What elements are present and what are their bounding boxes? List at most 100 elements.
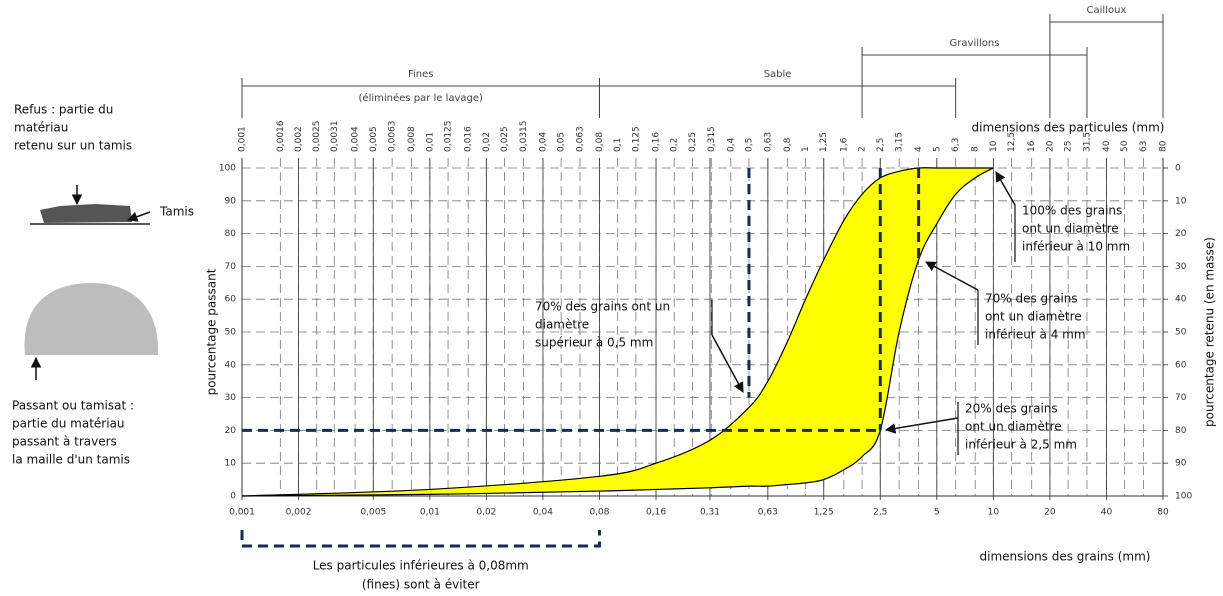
y2-axis-label: pourcentage retenu (en masse) (1203, 237, 1217, 427)
y2-tick-label: 90 (1175, 459, 1187, 469)
x2-tick-label: 40 (1102, 140, 1112, 152)
x2-tick-label: 2 (858, 146, 868, 152)
arrow (127, 211, 151, 222)
annotation: ont un diamètre (985, 310, 1082, 324)
x2-tick-label: 0,0016 (276, 120, 286, 152)
annotation: 70% des grains (985, 292, 1078, 306)
x2-tick-label: 6,3 (951, 138, 961, 152)
annotation: ont un diamètre (1022, 222, 1119, 236)
bracket-text: (fines) sont à éviter (362, 578, 480, 592)
sieve-label: Tamis (159, 205, 194, 219)
x2-tick-label: 0,05 (557, 132, 567, 152)
sidebar: Refus : partie du matériau retenu sur un… (12, 103, 194, 467)
x2-tick-label: 63 (1139, 141, 1149, 152)
x2-tick-label: 0,025 (500, 126, 510, 152)
y-tick-label: 50 (225, 328, 237, 338)
y-axis-label: pourcentage passant (205, 268, 219, 395)
x2-tick-label: 10 (989, 140, 999, 152)
x-tick-label: 1,25 (814, 508, 834, 518)
x-tick-label: 0,001 (229, 508, 255, 518)
retained-text: retenu sur un tamis (14, 139, 132, 153)
x2-tick-label: 0,04 (538, 132, 548, 152)
x2-tick-label: 0,005 (369, 126, 379, 152)
range-sublabel: (éliminées par le lavage) (359, 92, 483, 104)
x2-tick-label: 5 (932, 146, 942, 152)
x2-tick-label: 0,016 (464, 126, 474, 152)
x-tick-label: 0,002 (286, 508, 312, 518)
x-tick-label: 0,63 (758, 508, 778, 518)
x2-tick-label: 0,2 (670, 138, 680, 152)
y-tick-label: 0 (230, 492, 236, 502)
x2-tick-label: 0,0063 (388, 121, 398, 153)
y2-tick-label: 10 (1175, 196, 1187, 206)
y-tick-label: 80 (225, 229, 237, 239)
y-tick-label: 60 (225, 295, 237, 305)
range-label: Sable (764, 69, 792, 80)
x2-tick-label: 0,8 (783, 137, 793, 152)
x2-tick-label: 0,4 (726, 137, 736, 152)
x2-tick-label: 0,1 (613, 138, 623, 152)
y2-tick-label: 100 (1175, 492, 1192, 502)
annotation: 100% des grains (1022, 204, 1122, 218)
x2-tick-label: 0,0025 (312, 121, 322, 153)
x-tick-label: 2,5 (873, 508, 887, 518)
x-tick-label: 80 (1157, 508, 1169, 518)
x2-tick-label: 31,5 (1082, 132, 1092, 152)
y2-tick-label: 80 (1175, 426, 1187, 436)
x2-tick-label: 0,063 (575, 126, 585, 152)
x2-tick-label: 25 (1064, 141, 1074, 152)
x-tick-label: 0,31 (700, 508, 720, 518)
y2-tick-label: 60 (1175, 360, 1187, 370)
x2-tick-label: 0,315 (707, 126, 717, 152)
x2-tick-label: 0,08 (595, 132, 605, 152)
x-axis-label: dimensions des grains (mm) (980, 550, 1151, 564)
passing-heap (24, 283, 159, 355)
annotation-arrow (995, 171, 1016, 206)
annotation: inférieur à 10 mm (1022, 240, 1130, 254)
range-label: Gravillons (950, 38, 1000, 49)
x-tick-label: 20 (1044, 508, 1056, 518)
annotation: inférieur à 2,5 mm (965, 438, 1077, 452)
x2-tick-label: 4 (914, 146, 924, 152)
curve (241, 167, 994, 497)
x2-tick-label: 3,15 (895, 132, 905, 152)
y2-tick-label: 70 (1175, 393, 1187, 403)
retained-text: Refus : partie du (14, 103, 113, 117)
x2-tick-label: 0,16 (652, 132, 662, 152)
y2-tick-label: 50 (1175, 328, 1187, 338)
x2-tick-label: 12,5 (1007, 132, 1017, 152)
x2-tick-label: 0,0031 (330, 121, 340, 153)
range-label: Cailloux (1087, 5, 1127, 16)
annotation: supérieur à 0,5 mm (535, 336, 653, 350)
y-tick-label: 30 (225, 393, 237, 403)
x2-tick-label: 20 (1045, 140, 1055, 152)
x-tick-label: 10 (988, 508, 1000, 518)
y-tick-label: 40 (225, 360, 237, 370)
x2-tick-label: 0,0125 (444, 121, 454, 153)
x2-tick-label: 80 (1159, 140, 1169, 152)
passing-text: la maille d'un tamis (12, 453, 130, 467)
passing-text: Passant ou tamisat : (12, 399, 134, 413)
annotation-arrow (925, 261, 979, 291)
curve (241, 167, 994, 497)
annotation: diamètre (535, 318, 589, 332)
x2-tick-label: 0,01 (425, 132, 435, 152)
x2-tick-label: 0,25 (688, 132, 698, 152)
x2-tick-label: 8 (971, 146, 981, 152)
x2-tick-label: 0,0315 (519, 121, 529, 153)
annotation-arrow (884, 417, 959, 434)
range-label: Fines (408, 69, 434, 80)
x-tick-label: 0,005 (360, 508, 386, 518)
y-tick-label: 100 (219, 164, 236, 174)
x2-tick-label: 0,004 (351, 126, 361, 152)
x2-tick-label: 0,5 (744, 138, 754, 152)
x-tick-label: 0,02 (476, 508, 496, 518)
y2-tick-label: 40 (1175, 295, 1187, 305)
x2-tick-label: 0,008 (407, 126, 417, 152)
bracket-text: Les particules inférieures à 0,08mm (313, 559, 529, 573)
annotation: inférieur à 4 mm (985, 328, 1086, 342)
x2-tick-label: 0,125 (631, 126, 641, 152)
x2-tick-label: 16 (1027, 140, 1037, 152)
x2-tick-label: 0,001 (238, 126, 248, 152)
passing-text: passant à travers (12, 435, 117, 449)
